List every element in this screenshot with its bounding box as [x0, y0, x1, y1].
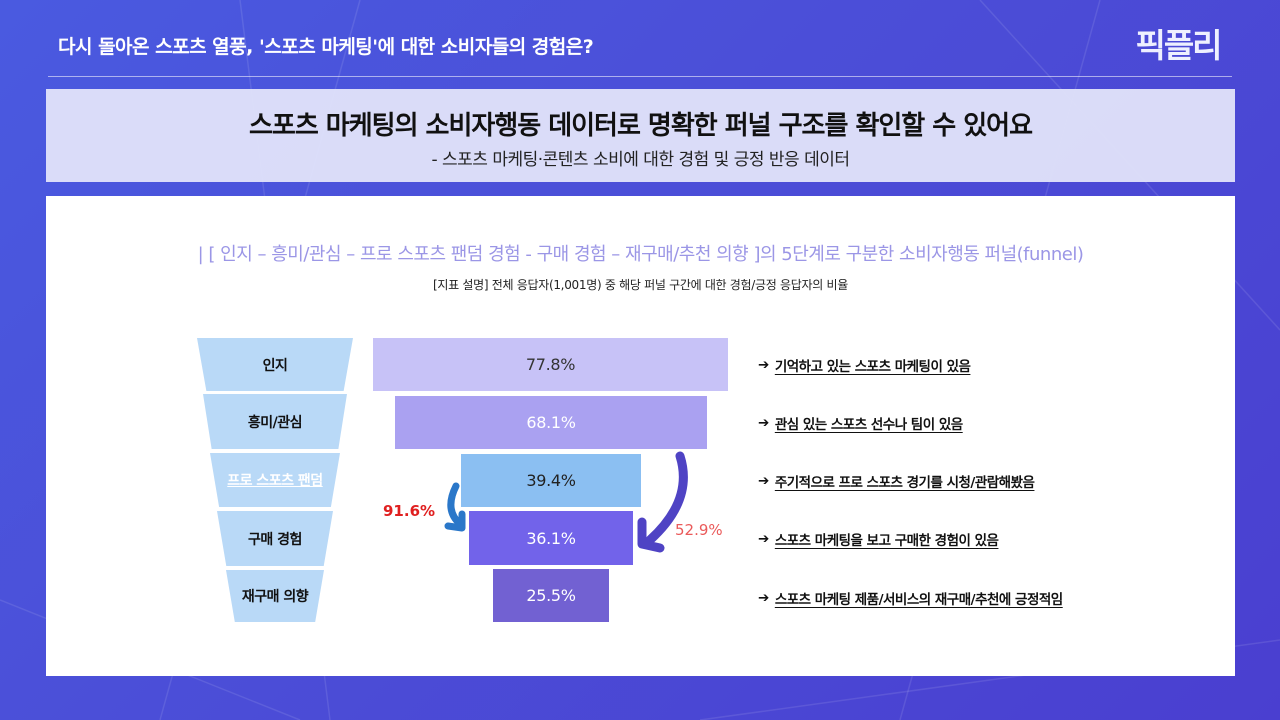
description-text: 관심 있는 스포츠 선수나 팀이 있음	[774, 417, 963, 433]
bar-value: 36.1%	[526, 528, 576, 548]
description-text: 스포츠 마케팅을 보고 구매한 경험이 있음	[774, 533, 999, 549]
arrow-right-icon: ➔	[758, 590, 769, 606]
chart-title: | [ 인지 – 흥미/관심 – 프로 스포츠 팬덤 경험 - 구매 경험 – …	[197, 244, 1084, 265]
stage-awareness: 인지	[197, 338, 353, 391]
bar-value: 25.5%	[526, 586, 576, 605]
arrow-right-icon: ➔	[758, 415, 769, 431]
arrow-right-icon: ➔	[758, 473, 769, 489]
stage-purchase: 구매 경험	[217, 511, 333, 566]
stage-shape	[217, 511, 333, 566]
stage-shape	[203, 394, 347, 449]
description-text: 스포츠 마케팅 제품/서비스의 재구매/추천에 긍정적임	[774, 592, 1063, 608]
arrow-right-icon: ➔	[758, 531, 769, 547]
brand-logo: 픽플리	[1135, 26, 1222, 65]
arrow-right-icon: ➔	[758, 357, 769, 373]
bar-repurchase: 25.5%	[493, 569, 609, 622]
bar-fandom: 39.4%	[461, 454, 641, 507]
banner-title: 스포츠 마케팅의 소비자행동 데이터로 명확한 퍼널 구조를 확인할 수 있어요	[249, 111, 1033, 141]
stage-label: 재구매 의향	[241, 589, 309, 605]
stage-label: 프로 스포츠 팬덤	[227, 473, 323, 489]
arrow-purple-icon	[637, 451, 688, 553]
description-awareness: ➔ 기억하고 있는 스포츠 마케팅이 있음	[758, 355, 971, 375]
description-purchase: ➔ 스포츠 마케팅을 보고 구매한 경험이 있음	[758, 529, 999, 549]
stage-label: 흥미/관심	[247, 414, 303, 431]
summary-banner: 스포츠 마케팅의 소비자행동 데이터로 명확한 퍼널 구조를 확인할 수 있어요…	[46, 89, 1235, 182]
description-fandom: ➔ 주기적으로 프로 스포츠 경기를 시청/관람해봤음	[758, 471, 1035, 491]
bar-value: 77.8%	[525, 355, 576, 374]
stage-label: 구매 경험	[248, 531, 302, 548]
description-interest: ➔ 관심 있는 스포츠 선수나 팀이 있음	[758, 413, 963, 433]
header-title: 다시 돌아온 스포츠 열풍, '스포츠 마케팅'에 대한 소비자들의 경험은?	[58, 36, 594, 58]
description-repurchase: ➔ 스포츠 마케팅 제품/서비스의 재구매/추천에 긍정적임	[758, 588, 1063, 608]
bar-interest: 68.1%	[395, 396, 707, 449]
chart-note: [지표 설명] 전체 응답자(1,001명) 중 해당 퍼널 구간에 대한 경험…	[433, 278, 848, 292]
arrow-blue-icon	[444, 482, 466, 532]
conversion-label-fandom-to-purchase: 91.6%	[383, 502, 436, 520]
description-text: 주기적으로 프로 스포츠 경기를 시청/관람해봤음	[774, 475, 1035, 491]
conversion-label-interest-to-purchase: 52.9%	[675, 521, 723, 539]
bar-awareness: 77.8%	[373, 338, 728, 391]
banner-subtitle: - 스포츠 마케팅·콘텐츠 소비에 대한 경험 및 긍정 반응 데이터	[431, 150, 850, 170]
description-text: 기억하고 있는 스포츠 마케팅이 있음	[774, 359, 971, 375]
header-divider	[48, 76, 1232, 77]
stage-shape	[226, 570, 324, 622]
stage-fandom: 프로 스포츠 팬덤	[210, 453, 340, 507]
bar-value: 68.1%	[526, 413, 576, 432]
stage-interest: 흥미/관심	[203, 394, 347, 449]
stage-label: 인지	[262, 357, 288, 374]
stage-shape	[210, 453, 340, 507]
bar-purchase: 36.1%	[469, 511, 633, 565]
bar-value: 39.4%	[526, 471, 576, 490]
stage-shape	[197, 338, 353, 391]
stage-repurchase: 재구매 의향	[226, 570, 324, 622]
